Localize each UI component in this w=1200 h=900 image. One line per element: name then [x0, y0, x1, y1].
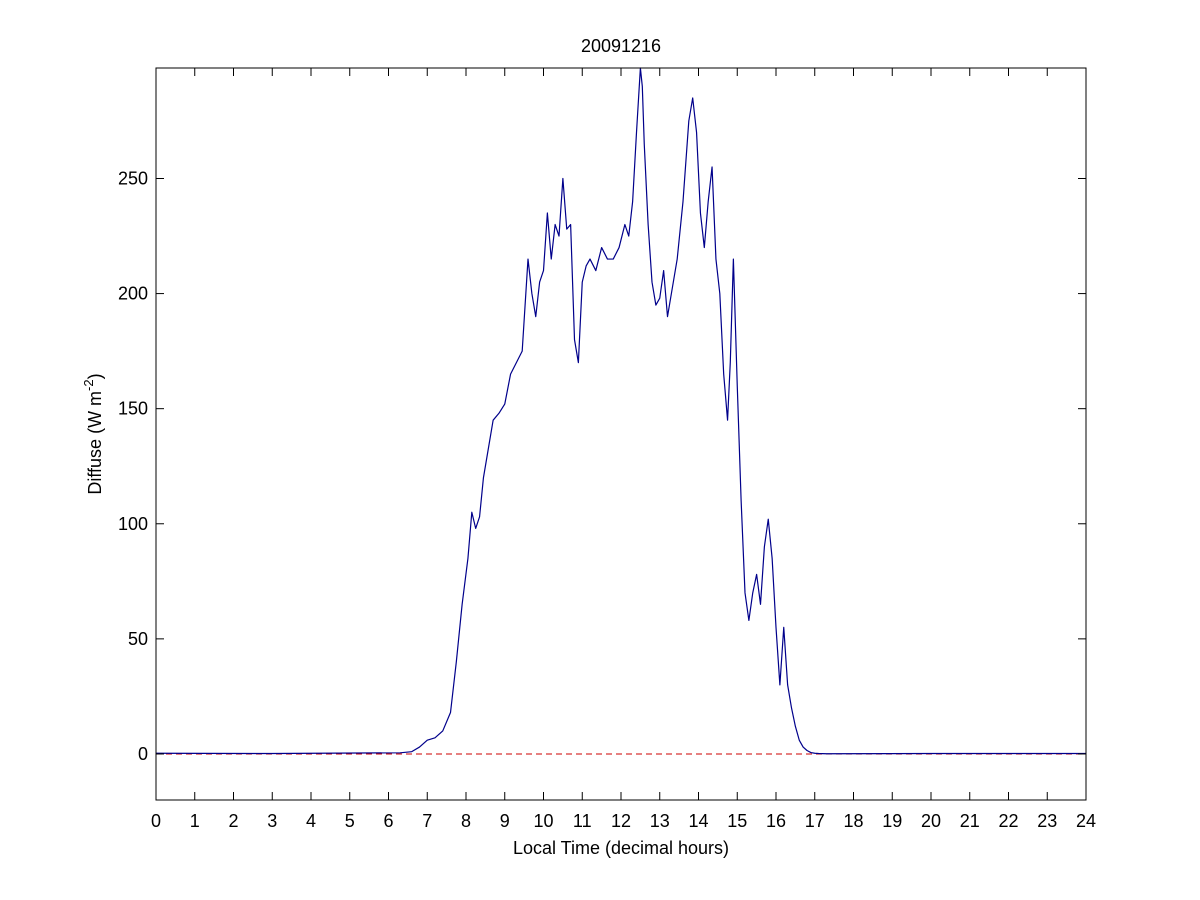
y-tick-label: 50 [128, 629, 148, 649]
chart-title: 20091216 [581, 36, 661, 56]
x-axis-ticks: 0 1 2 3 4 5 6 7 8 9 10 11 12 13 14 15 16 17 18 19 20 21 22 23 24 [151, 68, 1096, 831]
x-tick-label: 16 [766, 811, 786, 831]
y-tick-label: 0 [138, 744, 148, 764]
y-axis-label-main: Diffuse (W m [85, 391, 105, 495]
x-tick-label: 1 [190, 811, 200, 831]
plot-area [156, 68, 1086, 800]
x-tick-label: 11 [573, 811, 592, 831]
y-tick-label: 200 [118, 284, 148, 304]
x-tick-label: 14 [688, 811, 708, 831]
y-axis-label: Diffuse (W m-2) [81, 373, 105, 494]
x-tick-label: 17 [805, 811, 825, 831]
x-tick-label: 20 [921, 811, 941, 831]
x-tick-label: 19 [882, 811, 902, 831]
y-axis-label-close: ) [85, 373, 105, 379]
y-tick-label: 100 [118, 514, 148, 534]
x-tick-label: 13 [650, 811, 670, 831]
x-tick-label: 0 [151, 811, 161, 831]
x-tick-label: 23 [1037, 811, 1057, 831]
x-tick-label: 2 [228, 811, 238, 831]
x-tick-label: 12 [611, 811, 631, 831]
x-axis-label: Local Time (decimal hours) [513, 838, 729, 858]
x-tick-label: 4 [306, 811, 316, 831]
x-tick-label: 5 [345, 811, 355, 831]
x-tick-label: 24 [1076, 811, 1096, 831]
y-tick-label: 250 [118, 168, 148, 188]
x-tick-label: 6 [383, 811, 393, 831]
y-axis-label-superscript: -2 [81, 379, 96, 391]
x-tick-label: 7 [422, 811, 432, 831]
y-tick-label: 150 [118, 399, 148, 419]
x-tick-label: 10 [533, 811, 553, 831]
x-tick-label: 3 [267, 811, 277, 831]
x-tick-label: 8 [461, 811, 471, 831]
x-tick-label: 15 [727, 811, 747, 831]
x-tick-label: 18 [843, 811, 863, 831]
x-tick-label: 21 [960, 811, 980, 831]
y-axis-ticks: 0 50 100 150 200 250 [118, 168, 1086, 764]
x-tick-label: 22 [998, 811, 1018, 831]
x-tick-label: 9 [500, 811, 510, 831]
